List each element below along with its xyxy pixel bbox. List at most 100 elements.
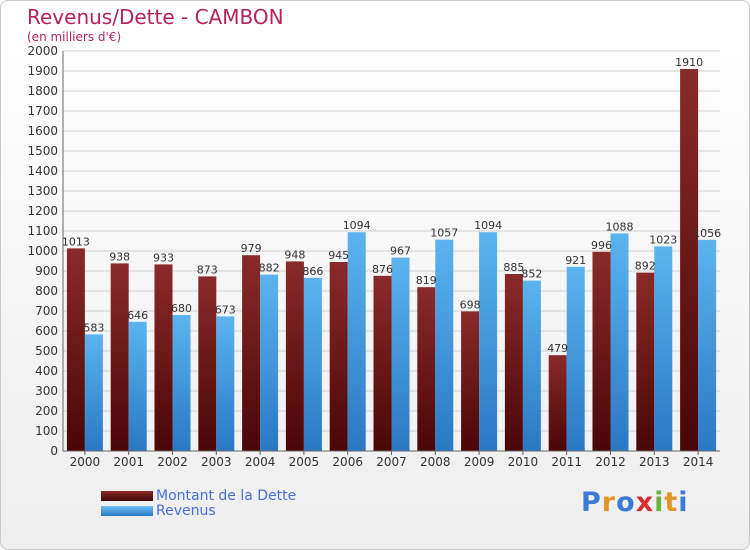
x-tick-label: 2012 — [595, 455, 626, 469]
data-labels: 1013 583 938 646 933 680 873 673 979 882 948 866 945… — [62, 56, 721, 355]
bar-revenue — [522, 280, 541, 451]
bar-revenue — [610, 233, 629, 451]
bar-debt — [373, 275, 392, 451]
logo-letter: t — [664, 487, 679, 518]
data-label-revenue: 967 — [390, 245, 411, 258]
x-tick-label: 2006 — [332, 455, 363, 469]
x-tick-label: 2008 — [420, 455, 451, 469]
y-tick-label: 1300 — [27, 184, 58, 198]
y-tick-label: 1700 — [27, 104, 58, 118]
x-tick-label: 2001 — [113, 455, 144, 469]
bar-debt — [548, 355, 567, 451]
bar-debt — [680, 69, 699, 451]
data-label-debt: 479 — [547, 342, 568, 355]
y-tick-label: 500 — [35, 344, 58, 358]
data-label-revenue: 921 — [565, 254, 586, 267]
data-label-debt: 945 — [328, 249, 349, 262]
x-tick-label: 2011 — [551, 455, 582, 469]
x-tick-label: 2009 — [464, 455, 495, 469]
y-tick-label: 1000 — [27, 244, 58, 258]
legend-label-revenue: Revenus — [156, 502, 216, 519]
chart-title: Revenus/Dette - CAMBON — [27, 5, 284, 29]
bar-debt — [329, 262, 348, 451]
data-label-revenue: 646 — [127, 309, 148, 322]
bar-revenue — [566, 266, 585, 451]
bar-debt — [417, 287, 436, 451]
logo-letter: x — [635, 487, 655, 518]
y-tick-label: 300 — [35, 384, 58, 398]
x-tick-label: 2014 — [683, 455, 714, 469]
bar-debt — [461, 311, 480, 451]
legend: Montant de la Dette Revenus — [101, 487, 297, 519]
data-label-debt: 948 — [284, 248, 305, 261]
data-label-revenue: 866 — [302, 265, 323, 278]
y-tick-label: 200 — [35, 404, 58, 418]
y-tick-label: 700 — [35, 304, 58, 318]
y-tick-label: 1200 — [27, 204, 58, 218]
data-label-revenue: 1088 — [606, 220, 634, 233]
data-label-revenue: 673 — [215, 303, 236, 316]
bar-revenue — [216, 316, 235, 451]
bars — [66, 69, 717, 451]
bar-debt — [66, 248, 85, 451]
logo-letter: r — [601, 487, 617, 518]
data-label-debt: 979 — [241, 242, 262, 255]
x-tick-label: 2013 — [639, 455, 670, 469]
data-label-revenue: 583 — [83, 321, 104, 334]
chart-subtitle: (en milliers d'€) — [27, 30, 122, 44]
y-tick-label: 2000 — [27, 44, 58, 58]
legend-swatch-revenue — [101, 505, 153, 516]
bar-revenue — [172, 315, 191, 451]
y-tick-label: 1100 — [27, 224, 58, 238]
bar-revenue — [479, 232, 498, 451]
data-label-debt: 698 — [460, 298, 481, 311]
bar-revenue — [654, 246, 673, 451]
data-label-debt: 996 — [591, 239, 612, 252]
x-tick-label: 2007 — [376, 455, 407, 469]
x-tick-label: 2003 — [201, 455, 232, 469]
legend-swatch-debt — [101, 490, 153, 501]
bar-debt — [636, 272, 655, 451]
data-label-debt: 873 — [197, 263, 218, 276]
legend-item-revenue: Revenus — [101, 502, 296, 519]
bar-debt — [242, 255, 261, 451]
bar-revenue — [391, 257, 410, 451]
data-label-debt: 938 — [109, 250, 130, 263]
bar-debt — [198, 276, 217, 451]
y-tick-label: 900 — [35, 264, 58, 278]
data-label-debt: 1013 — [62, 235, 90, 248]
axes: 0 100 200 300 400 500 600 700 800 900 1000 1100 1200… — [27, 44, 720, 469]
bar-debt — [110, 263, 129, 451]
bar-debt — [504, 274, 523, 451]
legend-item-debt: Montant de la Dette — [101, 487, 297, 504]
bar-debt — [154, 264, 173, 451]
x-tick-label: 2002 — [157, 455, 188, 469]
y-tick-label: 1800 — [27, 84, 58, 98]
data-label-revenue: 680 — [171, 302, 192, 315]
data-label-revenue: 1057 — [430, 227, 458, 240]
logo-letter: P — [581, 487, 602, 518]
legend-label-debt: Montant de la Dette — [156, 487, 297, 504]
data-label-revenue: 1023 — [649, 233, 677, 246]
bar-revenue — [303, 277, 322, 451]
bar-revenue — [698, 239, 717, 451]
y-tick-label: 600 — [35, 324, 58, 338]
data-label-debt: 885 — [503, 261, 524, 274]
x-tick-label: 2010 — [508, 455, 539, 469]
x-tick-label: 2004 — [245, 455, 276, 469]
data-label-debt: 892 — [635, 260, 656, 273]
y-tick-label: 1500 — [27, 144, 58, 158]
y-tick-label: 0 — [50, 444, 58, 458]
y-tick-label: 1600 — [27, 124, 58, 138]
bar-debt — [285, 261, 304, 451]
bar-debt — [592, 251, 611, 451]
data-label-revenue: 1056 — [693, 227, 721, 240]
data-label-debt: 876 — [372, 263, 393, 276]
data-label-debt: 819 — [416, 274, 437, 287]
y-tick-label: 1900 — [27, 64, 58, 78]
logo-letter: i — [678, 487, 689, 518]
data-label-revenue: 1094 — [343, 219, 371, 232]
bar-revenue — [435, 239, 454, 451]
